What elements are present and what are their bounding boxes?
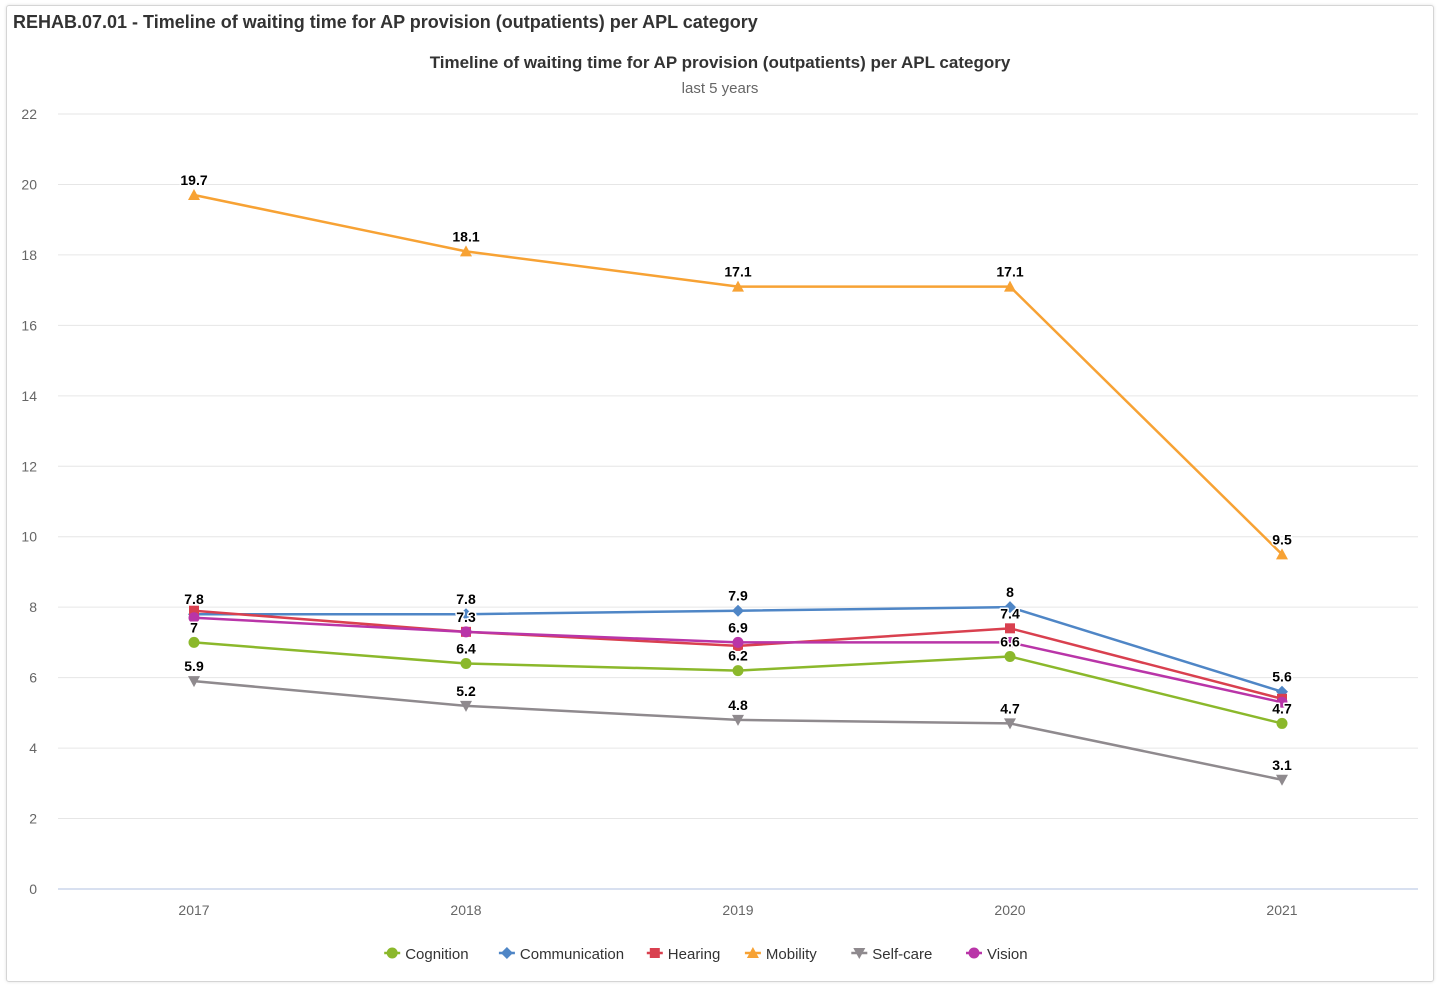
x-tick-label: 2021 <box>1266 902 1297 918</box>
data-label: 17.1 <box>996 264 1023 280</box>
legend-marker <box>386 947 398 959</box>
data-label: 4.8 <box>728 697 748 713</box>
gridlines <box>58 113 1418 820</box>
data-point-mobility <box>1276 548 1288 560</box>
y-axis: 0 2 4 6 8 10 12 14 16 18 20 22 <box>21 106 37 897</box>
data-label: 7.4 <box>1000 605 1020 621</box>
data-point-self-care <box>460 700 472 712</box>
data-point-vision <box>1004 636 1016 648</box>
legend-label: Vision <box>987 946 1028 963</box>
data-label: 4.7 <box>1272 700 1292 716</box>
data-label: 19.7 <box>180 172 207 188</box>
y-tick-label: 14 <box>21 388 37 404</box>
data-point-cognition <box>1004 651 1016 662</box>
y-tick-label: 10 <box>21 529 37 545</box>
series-line-mobility <box>193 193 1283 556</box>
legend-marker <box>746 947 759 958</box>
legend-item-self-care[interactable]: Self-care <box>851 946 932 963</box>
data-label: 3.1 <box>1272 757 1292 773</box>
legend-marker <box>500 947 513 959</box>
data-point-self-care <box>188 676 200 688</box>
data-point-communication <box>460 608 472 621</box>
x-axis: 2017 2018 2019 2020 2021 <box>58 888 1418 918</box>
panel-title: REHAB.07.01 - Timeline of waiting time f… <box>13 12 758 32</box>
data-label: 4.7 <box>1000 700 1020 716</box>
data-point-cognition <box>460 658 472 670</box>
y-tick-label: 16 <box>21 317 37 333</box>
chart-subtitle: last 5 years <box>682 80 759 97</box>
y-tick-label: 12 <box>21 458 37 474</box>
y-tick-label: 6 <box>29 670 37 686</box>
y-tick-label: 20 <box>21 176 37 192</box>
y-tick-label: 2 <box>29 811 37 827</box>
data-point-self-care <box>1276 774 1288 786</box>
legend-marker <box>853 948 866 959</box>
legend-label: Cognition <box>405 946 468 963</box>
data-point-mobility <box>460 245 472 257</box>
data-label: 7.8 <box>456 591 476 607</box>
data-point-mobility <box>1004 280 1016 292</box>
y-tick-label: 18 <box>21 247 37 263</box>
chart-panel <box>6 5 1434 982</box>
data-label: 7.3 <box>456 609 476 625</box>
legend-marker <box>649 948 660 958</box>
data-point-cognition <box>732 665 744 677</box>
data-label: 6.9 <box>728 619 748 635</box>
data-label: 5.9 <box>184 658 204 674</box>
legend-item-cognition[interactable]: Cognition <box>384 946 469 963</box>
legend: Cognition Communication Hearing Mobility Sel… <box>384 946 1028 963</box>
x-tick-label: 2019 <box>722 902 753 918</box>
x-tick-label: 2020 <box>994 902 1025 918</box>
data-point-self-care <box>732 714 744 726</box>
data-label: 6.6 <box>1000 634 1020 650</box>
data-label: 6.4 <box>456 641 476 657</box>
data-point-communication <box>732 604 744 617</box>
data-label: 18.1 <box>452 228 479 244</box>
legend-item-hearing[interactable]: Hearing <box>646 946 721 963</box>
data-point-communication <box>1004 601 1016 614</box>
x-tick-label: 2017 <box>178 902 209 918</box>
legend-item-mobility[interactable]: Mobility <box>744 946 817 963</box>
data-label: 7.9 <box>728 588 748 604</box>
data-label: 8 <box>1006 584 1014 600</box>
data-label: 7 <box>190 619 198 635</box>
data-point-vision <box>1276 696 1288 708</box>
data-label: 5.2 <box>456 683 476 699</box>
data-point-cognition <box>1276 717 1288 729</box>
chart-title: Timeline of waiting time for AP provisio… <box>430 53 1011 72</box>
x-tick-label: 2018 <box>450 902 481 918</box>
data-point-self-care <box>1004 718 1016 730</box>
data-label: 7.8 <box>184 591 204 607</box>
data-label: 5.6 <box>1272 669 1292 685</box>
series-markers <box>188 189 1288 786</box>
data-labels: 7.8 7 5.9 19.7 7.8 7.3 6.4 5.2 18.1 7.9 6.9 6.2 4.8 1… <box>179 171 1294 775</box>
legend-label: Mobility <box>766 946 817 963</box>
data-point-mobility <box>188 189 200 201</box>
data-point-vision <box>188 612 200 624</box>
legend-label: Hearing <box>668 946 721 963</box>
data-point-cognition <box>188 636 200 648</box>
data-point-vision <box>460 626 472 638</box>
legend-label: Communication <box>520 946 624 963</box>
y-tick-label: 0 <box>29 881 37 897</box>
data-point-hearing <box>189 605 199 616</box>
data-point-hearing <box>1005 623 1015 634</box>
y-tick-label: 22 <box>21 106 37 122</box>
legend-item-communication[interactable]: Communication <box>498 946 624 963</box>
data-label: 6.2 <box>728 648 748 664</box>
data-point-vision <box>732 636 744 648</box>
y-tick-label: 4 <box>29 740 37 756</box>
legend-item-vision[interactable]: Vision <box>966 946 1028 963</box>
legend-label: Self-care <box>872 946 932 963</box>
legend-marker <box>968 947 980 959</box>
data-point-mobility <box>732 280 744 292</box>
data-label: 9.5 <box>1272 531 1292 547</box>
y-tick-label: 8 <box>29 599 37 615</box>
data-label: 17.1 <box>724 264 751 280</box>
